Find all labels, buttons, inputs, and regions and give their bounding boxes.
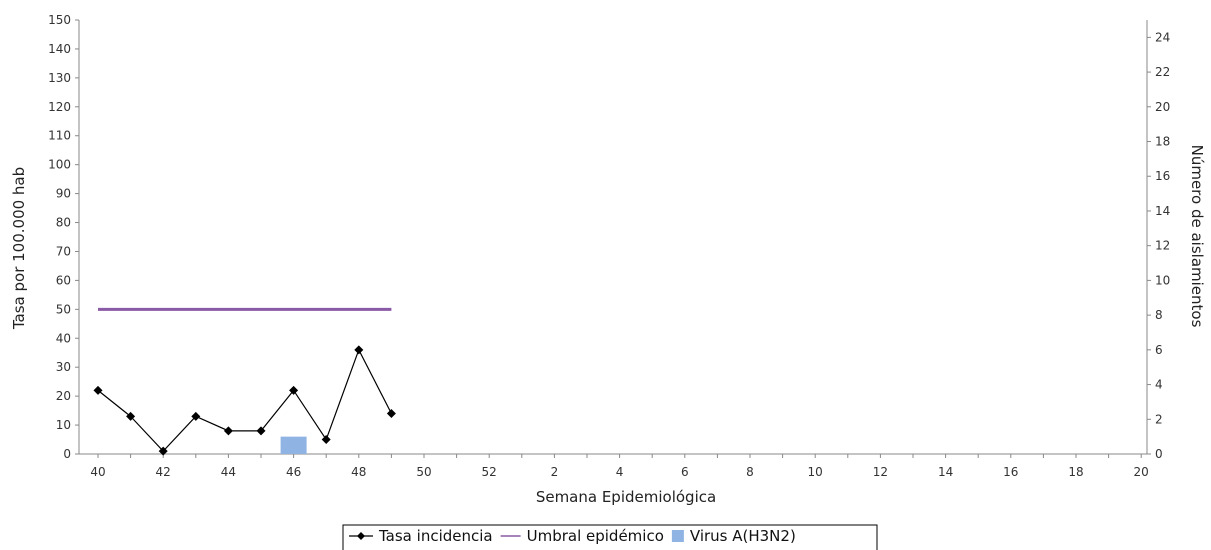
legend: Tasa incidencia Umbral epidémico Virus A(H… [342,524,878,550]
right-tick-label: 10 [1155,273,1170,287]
x-axis-ticks: 40 42 44 46 48 50 52 2 4 6 8 10 12 14 16 18 20 [90,454,1149,479]
x-tick-label: 6 [681,465,689,479]
left-tick-label: 80 [56,216,71,230]
bar-series [280,436,307,454]
line-series [93,307,396,456]
x-tick-label: 18 [1068,465,1083,479]
left-tick-label: 130 [48,71,71,85]
left-tick-label: 50 [56,302,71,316]
x-tick-label: 40 [90,465,105,479]
left-axis-ticks: 0 10 20 30 40 50 60 70 80 90 100 110 120 130 140 150 [48,13,79,461]
x-tick-label: 2 [551,465,559,479]
point-tasa-incidencia [126,411,136,421]
right-tick-label: 24 [1155,30,1170,44]
plot-frame [78,20,1148,455]
x-axis-title: Semana Epidemiológica [536,488,716,506]
left-tick-label: 100 [48,158,71,172]
right-tick-label: 6 [1155,343,1163,357]
right-axis-title: Número de aislamientos [1188,145,1206,328]
x-tick-label: 46 [286,465,301,479]
left-tick-label: 110 [48,129,71,143]
left-tick-label: 120 [48,100,71,114]
left-axis-title: Tasa por 100.000 hab [10,167,28,330]
legend-symbol-virus-h3n2 [671,530,684,542]
point-tasa-incidencia [223,426,233,436]
left-tick-label: 40 [56,331,71,345]
x-tick-label: 48 [351,465,366,479]
left-tick-label: 60 [56,273,71,287]
x-tick-label: 14 [938,465,953,479]
right-tick-label: 14 [1155,204,1170,218]
right-tick-label: 20 [1155,100,1170,114]
point-tasa-incidencia [354,345,364,355]
x-tick-label: 4 [616,465,624,479]
x-tick-label: 16 [1003,465,1018,479]
right-tick-label: 8 [1155,308,1163,322]
right-tick-label: 2 [1155,412,1163,426]
left-tick-label: 30 [56,360,71,374]
point-tasa-incidencia [289,385,299,395]
legend-label: Virus A(H3N2) [690,527,796,545]
left-tick-label: 0 [63,447,71,461]
x-tick-label: 12 [873,465,888,479]
left-tick-label: 10 [56,418,71,432]
legend-label: Umbral epidémico [527,527,664,545]
right-tick-label: 22 [1155,65,1170,79]
left-tick-label: 70 [56,244,71,258]
legend-marker-tasa-incidencia [357,532,365,540]
legend-label: Tasa incidencia [378,527,493,545]
x-tick-label: 44 [221,465,236,479]
left-tick-label: 90 [56,187,71,201]
x-tick-label: 42 [156,465,171,479]
left-tick-label: 20 [56,389,71,403]
point-tasa-incidencia [386,408,396,418]
bar-virus-h3n2 [280,436,307,454]
line-tasa-incidencia [97,348,392,452]
right-tick-label: 18 [1155,135,1170,149]
right-tick-label: 4 [1155,378,1163,392]
point-tasa-incidencia [256,426,266,436]
x-tick-label: 52 [482,465,497,479]
x-tick-label: 8 [746,465,754,479]
x-tick-label: 20 [1134,465,1149,479]
right-tick-label: 0 [1155,447,1163,461]
left-tick-label: 140 [48,42,71,56]
x-tick-label: 50 [416,465,431,479]
left-tick-label: 150 [48,13,71,27]
point-tasa-incidencia [321,435,331,445]
point-tasa-incidencia [191,411,201,421]
right-tick-label: 16 [1155,169,1170,183]
legend-box [342,524,878,550]
point-tasa-incidencia [93,385,103,395]
right-tick-label: 12 [1155,239,1170,253]
x-tick-label: 10 [808,465,823,479]
point-tasa-incidencia [158,446,168,456]
